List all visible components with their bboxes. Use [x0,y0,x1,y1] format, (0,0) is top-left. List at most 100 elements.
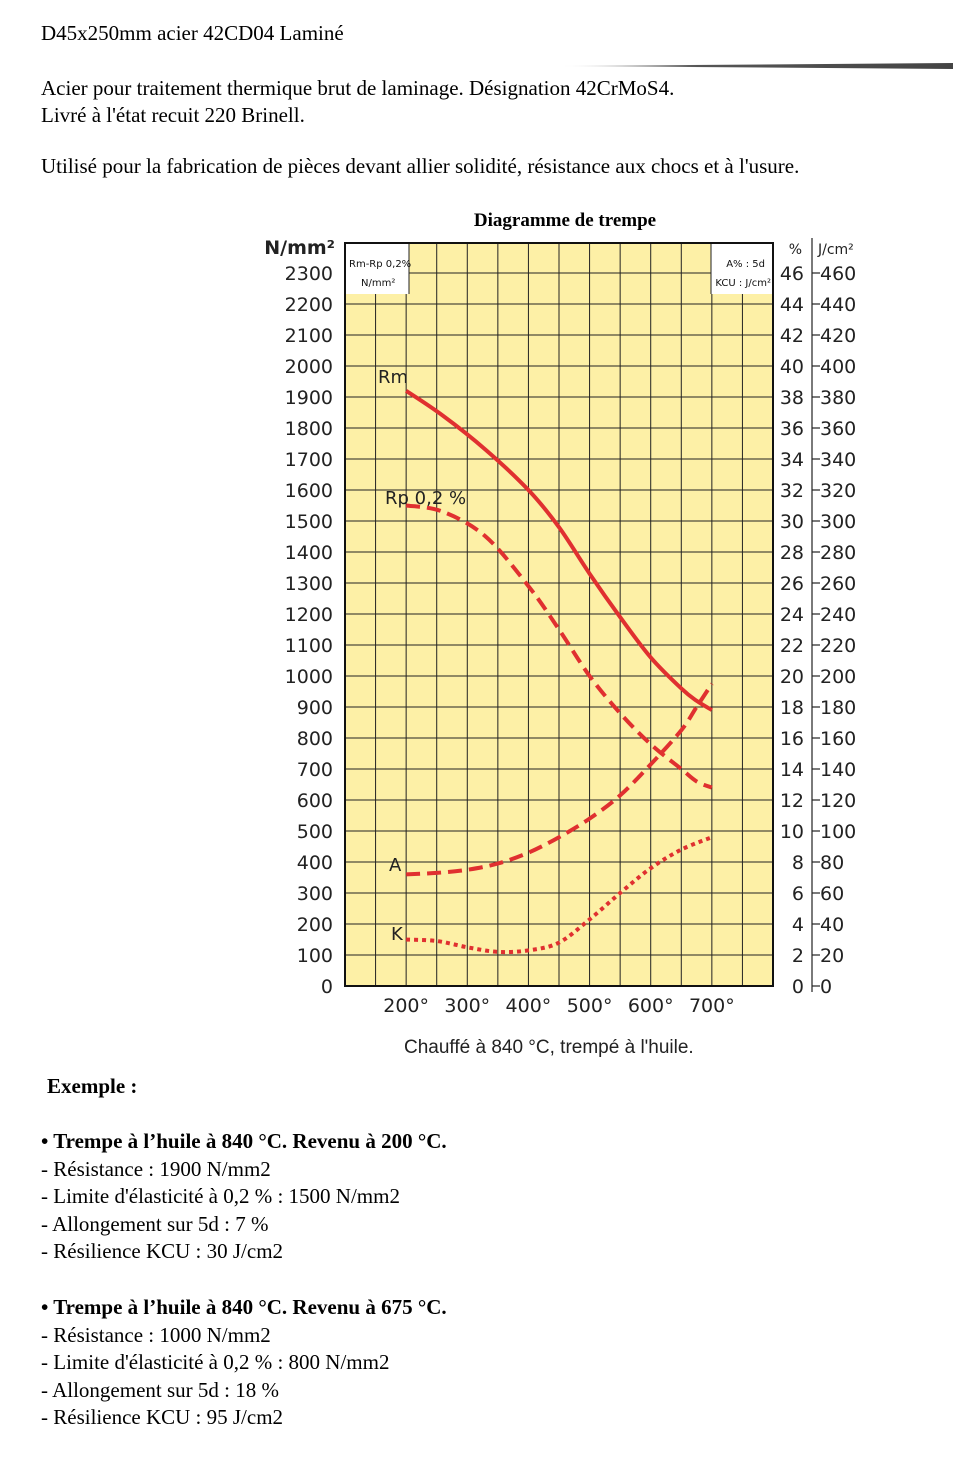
left-tick-label: 2000 [285,356,333,378]
left-tick-label: 500 [297,821,333,843]
series-label: K [391,924,404,945]
x-tick-label: 400° [506,995,552,1017]
left-tick-label: 1000 [285,666,333,688]
right-tick-label-k: 60 [820,883,844,905]
left-tick-label: 1700 [285,449,333,471]
right-tick-label-k: 220 [820,635,856,657]
series-line [404,389,713,712]
right-tick-label-k: 80 [820,852,844,874]
example-heading: Exemple : [47,1074,138,1098]
left-tick-label: 800 [297,728,333,750]
left-tick-label: 1100 [285,635,333,657]
right-tick-label-k: 40 [820,914,844,936]
left-tick-label: 100 [297,945,333,967]
right-tick-label-a: 44 [780,294,804,316]
left-tick-label: 1600 [285,480,333,502]
right-tick-label-k: 140 [820,759,856,781]
left-tick-label: 2300 [285,263,333,285]
right-tick-label-k: 160 [820,728,856,750]
example-2-line: - Résilience KCU : 95 J/cm2 [41,1405,284,1429]
right-tick-label-a: 26 [780,573,804,595]
right-tick-label-k: 120 [820,790,856,812]
right-tick-label-k: 0 [820,976,832,998]
right-tick-label-k: 240 [820,604,856,626]
left-tick-label: 700 [297,759,333,781]
quench-diagram: Rm-Rp 0,2% N/mm² A% : 5d KCU : J/cm² Diagram… [264,210,856,1017]
description-line-2: Livré à l'état recuit 220 Brinell. [41,103,305,127]
left-tick-label: 2100 [285,325,333,347]
example-1-line: - Allongement sur 5d : 7 % [41,1211,269,1236]
right-tick-label-a: 2 [792,945,804,967]
right-tick-label-a: 0 [792,976,804,998]
right-tick-label-a: 6 [792,883,804,905]
right-tick-label-a: 28 [780,542,804,564]
x-tick-label: 300° [444,995,490,1017]
left-axis-unit: N/mm² [264,237,335,259]
series-line [405,835,713,955]
right-tick-label-k: 380 [820,387,856,409]
x-tick-label: 500° [567,995,613,1017]
right-tick-label-a: 36 [780,418,804,440]
x-tick-label: 600° [628,995,674,1017]
right-tick-label-k: 260 [820,573,856,595]
right-tick-label-k: 440 [820,294,856,316]
right-tick-label-a: 38 [780,387,804,409]
example-1-head: • Trempe à l’huile à 840 °C. Revenu à 20… [41,1129,447,1153]
right-tick-label-a: 30 [780,511,804,533]
example-1-line: - Résilience KCU : 30 J/cm2 [41,1239,284,1263]
right-tick-label-k: 180 [820,697,856,719]
right-axis-unit-k: J/cm² [817,242,854,258]
right-tick-label-a: 12 [780,790,804,812]
x-tick-label: 700° [689,995,735,1017]
right-tick-label-k: 300 [820,511,856,533]
plot-frame [344,242,774,987]
right-tick-label-k: 320 [820,480,856,502]
series-label: Rp 0,2 % [385,488,466,509]
left-inner-label: Rm-Rp 0,2% [349,259,411,270]
left-tick-label: 0 [321,976,333,998]
example-2-line: - Allongement sur 5d : 18 % [41,1377,279,1402]
left-tick-label: 1500 [285,511,333,533]
series-label: A [389,855,402,876]
right-tick-label-k: 20 [820,945,844,967]
right-tick-label-a: 22 [780,635,804,657]
right-tick-label-k: 460 [820,263,856,285]
usage-line: Utilisé pour la fabrication de pièces de… [41,154,800,178]
right-tick-label-a: 20 [780,666,804,688]
right-tick-label-a: 10 [780,821,804,843]
right-tick-label-a: 18 [780,697,804,719]
left-tick-label: 600 [297,790,333,812]
chart-caption: Chauffé à 840 °C, trempé à l'huile. [404,1037,694,1058]
example-2-line: - Résistance : 1000 N/mm2 [41,1322,271,1347]
left-tick-label: 900 [297,697,333,719]
right-tick-label-a: 42 [780,325,804,347]
right-tick-label-k: 360 [820,418,856,440]
series-label: Rm [378,367,408,388]
left-tick-label: 1900 [285,387,333,409]
x-tick-label: 200° [383,995,429,1017]
right-tick-label-k: 420 [820,325,856,347]
example-1-line: - Limite d'élasticité à 0,2 % : 1500 N/m… [41,1184,400,1208]
right-label-box [711,244,772,294]
example-2-line: - Limite d'élasticité à 0,2 % : 800 N/mm… [41,1350,390,1374]
left-tick-label: 200 [297,914,333,936]
example-2-head: • Trempe à l’huile à 840 °C. Revenu à 67… [41,1295,447,1319]
right-tick-label-k: 340 [820,449,856,471]
left-tick-label: 400 [297,852,333,874]
right-tick-label-a: 24 [780,604,804,626]
right-inner-label: KCU : J/cm² [715,278,771,289]
example-1-line: - Résistance : 1900 N/mm2 [41,1156,271,1181]
description-line-1: Acier pour traitement thermique brut de … [41,76,675,100]
left-tick-label: 1300 [285,573,333,595]
right-tick-label-a: 46 [780,263,804,285]
chart-title: Diagramme de trempe [474,210,656,231]
right-axis-unit-a: % [789,242,802,258]
description-block: Acier pour traitement thermique brut de … [41,75,674,129]
right-tick-label-k: 200 [820,666,856,688]
left-tick-label: 1200 [285,604,333,626]
example-1: • Trempe à l’huile à 840 °C. Revenu à 20… [41,1128,447,1266]
series-line [405,682,714,877]
series-line [405,503,713,790]
left-inner-label: N/mm² [361,278,395,289]
page-title: D45x250mm acier 42CD04 Laminé [41,21,344,45]
